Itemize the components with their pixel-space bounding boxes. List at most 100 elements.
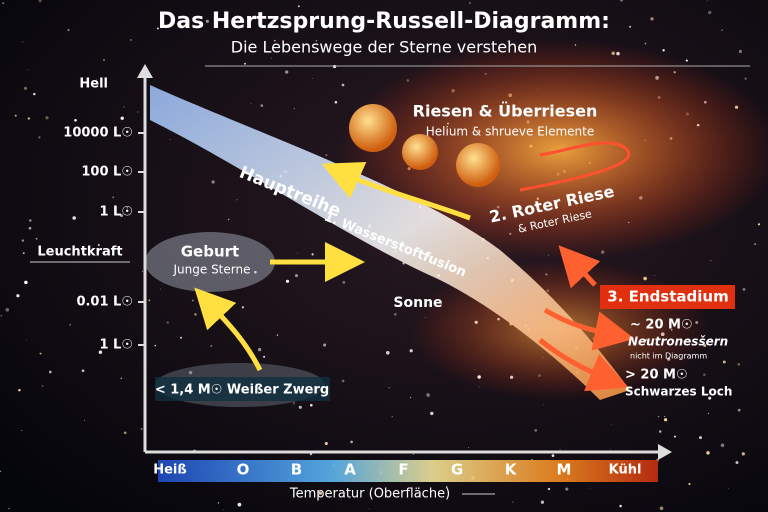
star — [273, 39, 276, 42]
y-arrow — [137, 64, 153, 78]
star — [754, 243, 756, 245]
star — [45, 116, 49, 120]
star — [8, 507, 10, 510]
star — [706, 0, 708, 2]
star — [96, 78, 97, 80]
star — [27, 69, 29, 71]
star — [38, 0, 42, 3]
star — [103, 58, 105, 61]
star — [194, 313, 197, 316]
star — [250, 103, 252, 104]
star — [650, 17, 654, 21]
star — [0, 470, 1, 473]
star — [25, 339, 27, 341]
star — [720, 443, 725, 448]
star — [323, 343, 327, 347]
star — [737, 363, 741, 366]
star — [69, 323, 72, 326]
star — [738, 49, 742, 54]
giant-star — [456, 143, 500, 187]
star — [22, 252, 25, 254]
star — [130, 39, 132, 41]
star — [543, 404, 544, 406]
star — [263, 355, 266, 358]
star — [211, 180, 215, 184]
main-sequence-band — [150, 85, 630, 400]
star — [166, 321, 169, 324]
star — [48, 370, 52, 374]
giants-subtitle: Helium & shrueve Elemente — [426, 125, 595, 139]
star — [664, 418, 668, 422]
star — [169, 138, 171, 140]
star — [388, 386, 391, 389]
star — [741, 452, 745, 456]
star — [67, 28, 70, 32]
spectral-class: B — [291, 461, 302, 479]
star — [682, 373, 684, 375]
star — [18, 388, 21, 392]
star — [244, 62, 246, 65]
arrow — [321, 161, 471, 221]
spectral-class: G — [451, 461, 463, 479]
star — [589, 487, 591, 489]
star — [21, 429, 23, 431]
star — [706, 451, 710, 455]
star — [707, 412, 709, 414]
star — [735, 460, 739, 465]
star — [41, 385, 44, 387]
star — [156, 27, 159, 30]
star — [222, 509, 224, 510]
star — [228, 276, 231, 278]
star — [708, 10, 712, 15]
y-axis-title: Leuchtkraft — [37, 245, 122, 260]
star — [728, 488, 729, 490]
spectral-class: A — [344, 461, 356, 479]
star — [559, 449, 561, 450]
star — [324, 441, 328, 446]
x-end-label: Kühl — [609, 463, 642, 478]
star — [16, 294, 20, 298]
sun-label: Sonne — [393, 295, 442, 311]
star — [654, 275, 655, 276]
star — [38, 136, 41, 139]
star — [393, 312, 397, 316]
star — [708, 396, 712, 400]
star — [368, 508, 370, 510]
y-label: 1 L☉ — [99, 338, 133, 353]
star — [35, 237, 38, 240]
x-axis-title: Temperatur (Oberfläche) — [289, 487, 450, 502]
bh-mass: > 20 M☉ — [625, 368, 688, 383]
star — [120, 116, 124, 120]
arrow — [543, 307, 635, 351]
star — [297, 5, 300, 8]
subtitle: Die Lebenswege der Sterne verstehen — [231, 38, 537, 57]
y-label: 100 L☉ — [81, 165, 133, 180]
star — [386, 351, 390, 355]
star — [350, 440, 353, 444]
x-arrow — [658, 444, 672, 460]
star — [445, 486, 448, 488]
star — [194, 253, 196, 255]
star — [292, 402, 296, 405]
star — [619, 504, 622, 508]
spectral-bar — [158, 460, 658, 482]
star — [609, 448, 611, 450]
star — [341, 379, 345, 383]
star — [148, 299, 151, 302]
title: Das Hertzsprung-Russell-Diagramm: — [158, 9, 610, 34]
nebula — [145, 232, 275, 292]
star — [257, 347, 262, 352]
star — [123, 106, 125, 108]
star — [33, 92, 36, 96]
star — [141, 270, 143, 272]
star — [295, 274, 298, 278]
star — [311, 78, 313, 80]
star — [23, 86, 28, 90]
star — [341, 83, 345, 87]
star — [254, 270, 257, 274]
bh-label: Schwarzes Loch — [625, 385, 732, 399]
star — [703, 373, 706, 377]
spectral-class: K — [505, 461, 518, 479]
birth-title: Geburt — [181, 243, 239, 261]
